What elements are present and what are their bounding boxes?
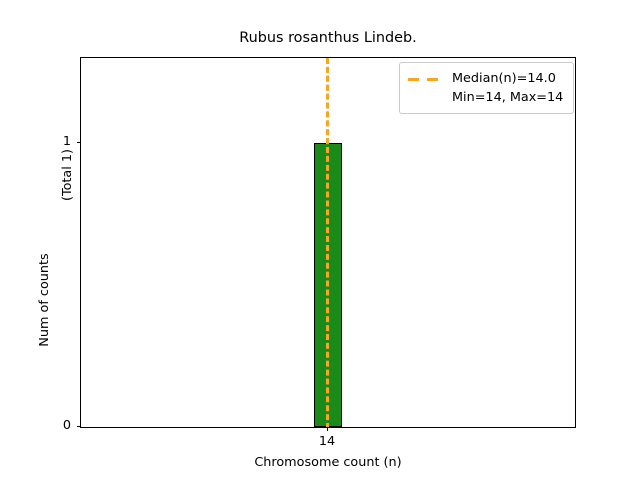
legend: Median(n)=14.0 Min=14, Max=14 (399, 62, 574, 114)
chart-title: Rubus rosanthus Lindeb. (239, 30, 417, 46)
ytick-label-1: 1 (62, 134, 71, 150)
xtick-label-14: 14 (318, 434, 336, 449)
plot-area: Median(n)=14.0 Min=14, Max=14 (80, 57, 576, 428)
ytick-mark-1 (76, 141, 80, 143)
legend-item-range: Min=14, Max=14 (407, 88, 565, 107)
y-axis-label-main: Num of counts (37, 253, 52, 347)
ytick-label-0: 0 (62, 418, 71, 433)
y-axis-label-total: (Total 1) (60, 148, 75, 202)
legend-item-median: Median(n)=14.0 (407, 69, 565, 88)
dashed-line-icon (407, 72, 443, 86)
x-axis-label: Chromosome count (n) (254, 455, 402, 470)
ytick-mark-0 (76, 425, 80, 427)
legend-label-range: Min=14, Max=14 (452, 90, 564, 105)
median-line-overlay (326, 58, 330, 427)
legend-label-median: Median(n)=14.0 (452, 71, 556, 86)
xtick-mark-14 (326, 427, 328, 431)
